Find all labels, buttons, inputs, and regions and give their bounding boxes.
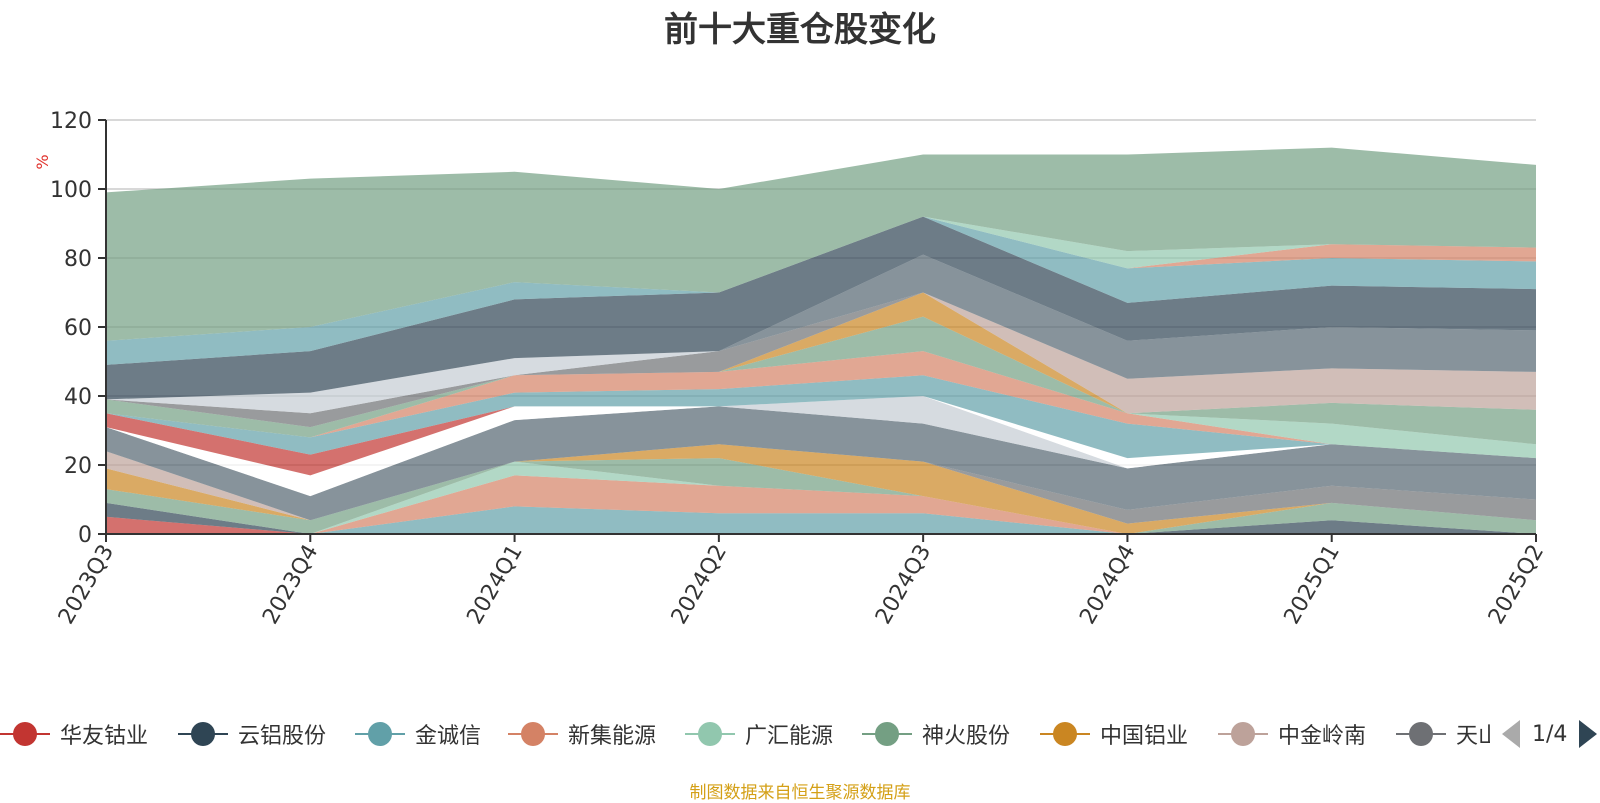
legend-label: 广汇能源 <box>745 724 834 749</box>
area-series[interactable] <box>106 147 1536 341</box>
legend-item[interactable]: 广汇能源 <box>685 716 833 752</box>
legend-marker-icon <box>1040 716 1090 752</box>
area-series[interactable] <box>106 351 1536 459</box>
legend-label: 神火股份 <box>922 724 1011 749</box>
area-series[interactable] <box>106 502 1536 534</box>
x-tick-label: 2025Q2 <box>1484 541 1549 629</box>
area-series[interactable] <box>106 292 1536 428</box>
legend-marker-icon <box>685 716 735 752</box>
area-series[interactable] <box>106 396 1536 476</box>
legend-marker-icon <box>862 716 912 752</box>
x-tick-label: 2023Q3 <box>54 541 119 629</box>
legend: 华友钴业 云铝股份 金诚信 新集能源 广汇能源 神火股份 中国铝业 中金岭南 天山铝业 <box>0 716 1490 752</box>
legend-label: 中国铝业 <box>1100 724 1189 749</box>
pager-next-icon[interactable] <box>1579 720 1598 748</box>
area-series[interactable] <box>106 375 1536 459</box>
x-tick-label: 2024Q3 <box>871 541 936 629</box>
y-tick-label: 40 <box>64 385 92 410</box>
legend-marker-icon <box>1218 716 1268 752</box>
area-series[interactable] <box>106 502 1536 534</box>
y-tick-label: 60 <box>64 316 92 341</box>
area-series[interactable] <box>106 254 1536 414</box>
legend-item[interactable]: 云铝股份 <box>178 716 326 752</box>
legend-item[interactable]: 华友钴业 <box>0 716 148 752</box>
legend-item[interactable]: 中金岭南 <box>1218 716 1366 752</box>
legend-marker-icon <box>178 716 228 752</box>
legend-item[interactable]: 天山铝业 <box>1396 716 1490 752</box>
y-tick-label: 80 <box>64 247 92 272</box>
legend-marker-icon <box>355 716 405 752</box>
x-tick-label: 2023Q4 <box>258 541 323 629</box>
legend-item[interactable]: 新集能源 <box>508 716 656 752</box>
legend-item[interactable]: 神火股份 <box>862 716 1010 752</box>
y-tick-label: 0 <box>78 523 92 548</box>
area-series[interactable] <box>106 444 1536 534</box>
source-note: 制图数据来自恒生聚源数据库 <box>689 783 911 803</box>
y-tick-label: 20 <box>64 454 92 479</box>
pager-prev-icon[interactable] <box>1502 720 1520 748</box>
area-series[interactable] <box>106 351 1536 459</box>
legend-label: 中金岭南 <box>1278 724 1367 749</box>
area-series[interactable] <box>106 316 1536 445</box>
x-tick-label: 2024Q1 <box>462 541 527 629</box>
area-layer <box>106 147 1536 534</box>
legend-item[interactable]: 金诚信 <box>355 716 481 752</box>
x-tick-label: 2024Q2 <box>667 541 732 629</box>
area-series[interactable] <box>106 216 1536 365</box>
area-series[interactable] <box>106 516 1536 534</box>
area-series[interactable] <box>106 458 1536 534</box>
legend-item[interactable]: 中国铝业 <box>1040 716 1188 752</box>
legend-label: 云铝股份 <box>238 724 327 749</box>
legend-marker-icon <box>0 716 50 752</box>
legend-marker-icon <box>508 716 558 752</box>
chart-title: 前十大重仓股变化 <box>664 10 936 50</box>
y-tick-label: 100 <box>50 178 92 203</box>
area-series[interactable] <box>106 254 1536 414</box>
area-series[interactable] <box>106 406 1536 521</box>
area-series[interactable] <box>106 216 1536 400</box>
legend-label: 华友钴业 <box>60 724 149 749</box>
legend-label: 金诚信 <box>415 724 482 749</box>
legend-marker-icon <box>1396 716 1446 752</box>
x-tick-label: 2025Q1 <box>1280 541 1345 629</box>
legend-label: 新集能源 <box>568 724 657 749</box>
legend-pager: 1/4 <box>1500 716 1600 752</box>
legend-label: 天山铝业 <box>1456 724 1490 749</box>
pager-page-text: 1/4 <box>1532 721 1568 747</box>
x-tick-label: 2024Q4 <box>1075 541 1140 629</box>
y-axis-unit: % <box>33 154 52 169</box>
area-series[interactable] <box>106 475 1536 534</box>
area-series[interactable] <box>106 292 1536 428</box>
y-tick-label: 120 <box>50 109 92 134</box>
